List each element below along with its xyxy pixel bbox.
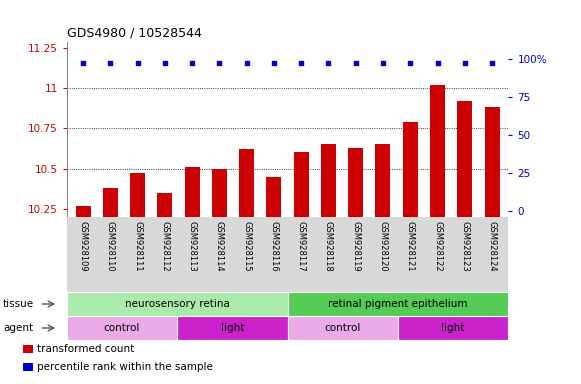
Bar <box>267 177 281 217</box>
Bar <box>348 147 363 217</box>
Text: GSM928110: GSM928110 <box>106 221 115 271</box>
Text: percentile rank within the sample: percentile rank within the sample <box>37 362 213 372</box>
Bar <box>157 193 173 217</box>
Point <box>106 60 115 66</box>
Text: control: control <box>325 323 361 333</box>
Text: GSM928124: GSM928124 <box>487 221 497 271</box>
Text: transformed count: transformed count <box>37 344 134 354</box>
Bar <box>321 144 336 217</box>
Text: GSM928111: GSM928111 <box>133 221 142 271</box>
Point <box>188 60 197 66</box>
Text: GSM928116: GSM928116 <box>270 221 278 271</box>
Text: control: control <box>104 323 140 333</box>
Bar <box>103 188 118 217</box>
Bar <box>288 316 398 340</box>
Bar <box>212 169 227 217</box>
Point <box>160 60 170 66</box>
Text: retinal pigment epithelium: retinal pigment epithelium <box>328 299 468 309</box>
Text: GSM928117: GSM928117 <box>297 221 306 271</box>
Point <box>215 60 224 66</box>
Bar <box>485 107 500 217</box>
Bar <box>130 174 145 217</box>
Point <box>378 60 388 66</box>
Bar <box>288 292 508 316</box>
Bar <box>375 144 390 217</box>
Point <box>270 60 279 66</box>
Point <box>433 60 442 66</box>
Text: light: light <box>442 323 465 333</box>
Text: GSM928119: GSM928119 <box>352 221 360 271</box>
Bar <box>239 149 254 217</box>
Text: GSM928122: GSM928122 <box>433 221 442 271</box>
Point <box>460 60 469 66</box>
Point <box>406 60 415 66</box>
Bar <box>177 316 288 340</box>
Text: tissue: tissue <box>3 299 34 309</box>
Text: light: light <box>221 323 244 333</box>
Point <box>487 60 497 66</box>
Point <box>324 60 333 66</box>
Point <box>78 60 88 66</box>
Point <box>296 60 306 66</box>
Bar <box>67 316 177 340</box>
Text: agent: agent <box>3 323 33 333</box>
Text: GSM928115: GSM928115 <box>242 221 251 271</box>
Text: GSM928112: GSM928112 <box>160 221 170 271</box>
Text: GDS4980 / 10528544: GDS4980 / 10528544 <box>67 26 202 39</box>
Bar <box>67 292 288 316</box>
Text: GSM928120: GSM928120 <box>378 221 388 271</box>
Bar <box>430 85 445 217</box>
Text: GSM928109: GSM928109 <box>78 221 88 271</box>
Text: GSM928118: GSM928118 <box>324 221 333 271</box>
Bar <box>457 101 472 217</box>
Point <box>351 60 360 66</box>
Point <box>242 60 252 66</box>
Text: GSM928114: GSM928114 <box>215 221 224 271</box>
Bar <box>23 362 33 371</box>
Text: GSM928123: GSM928123 <box>460 221 469 271</box>
Bar <box>76 206 91 217</box>
Text: GSM928121: GSM928121 <box>406 221 415 271</box>
Text: neurosensory retina: neurosensory retina <box>125 299 229 309</box>
Bar <box>23 345 33 353</box>
Point <box>133 60 142 66</box>
Bar <box>398 316 508 340</box>
Bar <box>403 122 418 217</box>
Text: GSM928113: GSM928113 <box>188 221 197 271</box>
Bar <box>185 167 200 217</box>
Bar <box>294 152 309 217</box>
